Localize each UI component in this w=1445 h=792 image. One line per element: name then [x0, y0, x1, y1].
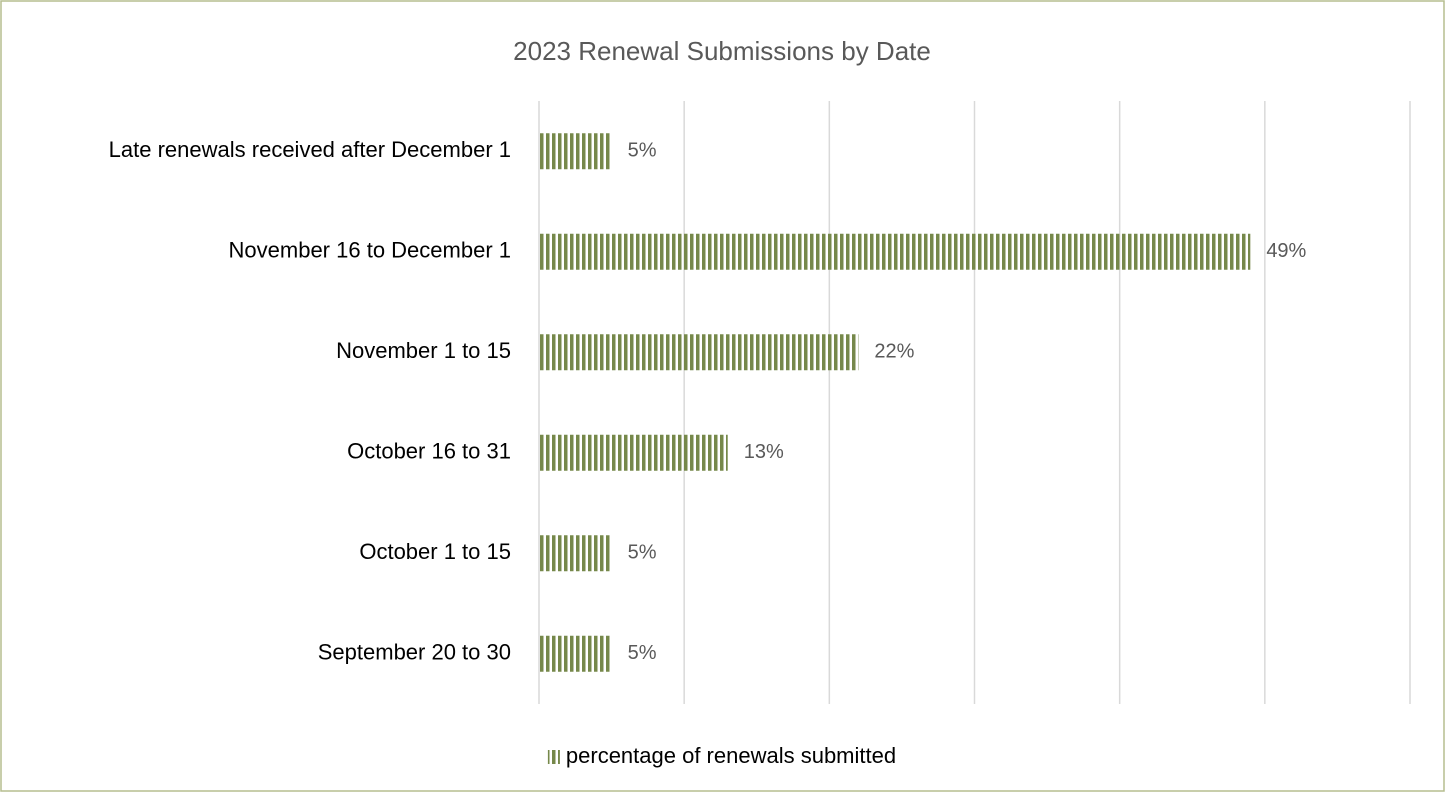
y-tick-label: September 20 to 30	[318, 640, 511, 665]
bar	[539, 133, 612, 170]
legend-label: percentage of renewals submitted	[566, 743, 896, 768]
value-label: 5%	[628, 140, 657, 162]
chart-title: 2023 Renewal Submissions by Date	[513, 36, 931, 66]
bar	[539, 233, 1251, 270]
bar	[539, 635, 612, 672]
value-label: 49%	[1266, 240, 1306, 262]
y-tick-label: October 1 to 15	[359, 539, 511, 564]
bar	[539, 535, 612, 572]
legend-swatch	[547, 750, 560, 764]
y-tick-label: October 16 to 31	[347, 439, 511, 464]
y-tick-label: November 1 to 15	[336, 338, 511, 363]
value-label: 22%	[874, 341, 914, 363]
y-tick-label: Late renewals received after December 1	[109, 137, 511, 162]
value-label: 5%	[628, 542, 657, 564]
value-label: 5%	[628, 642, 657, 664]
bar	[539, 434, 728, 471]
y-tick-label: November 16 to December 1	[229, 238, 511, 263]
bar	[539, 334, 859, 371]
value-label: 13%	[744, 441, 784, 463]
